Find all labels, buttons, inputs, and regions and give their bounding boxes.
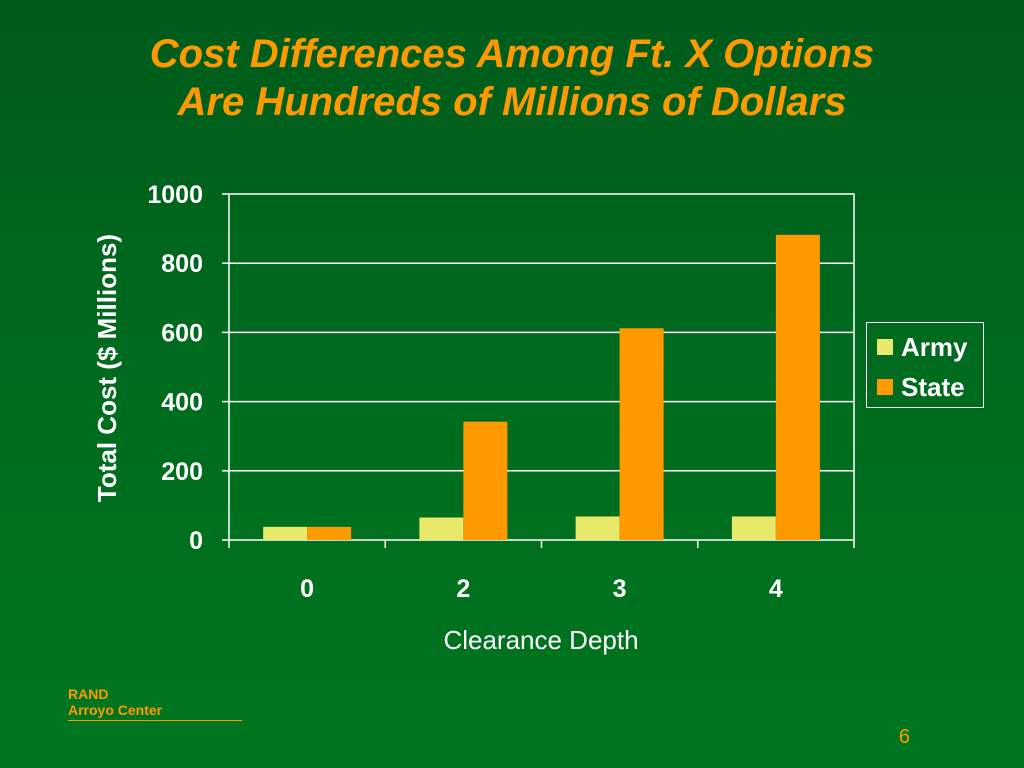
slide-title-line-2: Are Hundreds of Millions of Dollars bbox=[177, 80, 847, 124]
bar-state-4 bbox=[775, 234, 820, 540]
x-tick-label: 2 bbox=[456, 575, 470, 603]
bar-army-4 bbox=[731, 516, 776, 540]
bar-state-2 bbox=[463, 421, 508, 540]
y-tick-label: 200 bbox=[161, 458, 203, 486]
arroyo-center-logo-text: Arroyo Center bbox=[68, 702, 163, 718]
x-tick-label: 4 bbox=[769, 575, 783, 603]
slide-title-line-1: Cost Differences Among Ft. X Options bbox=[149, 32, 875, 76]
legend-label-army: Army bbox=[901, 332, 968, 362]
legend-item-state: State bbox=[877, 374, 965, 400]
y-tick-label: 800 bbox=[161, 250, 203, 278]
y-tick-label: 600 bbox=[161, 319, 203, 347]
y-axis-label: Total Cost ($ Millions) bbox=[92, 234, 122, 502]
bar-army-0 bbox=[263, 526, 308, 540]
x-axis-label: Clearance Depth bbox=[443, 625, 638, 655]
y-tick-label: 400 bbox=[161, 389, 203, 417]
bar-army-3 bbox=[575, 516, 620, 540]
x-tick-label: 3 bbox=[613, 575, 627, 603]
legend-swatch-state bbox=[877, 379, 893, 395]
bar-state-3 bbox=[619, 328, 664, 540]
page-number: 6 bbox=[898, 726, 910, 748]
x-tick-label: 0 bbox=[300, 575, 314, 603]
legend-label-state: State bbox=[901, 372, 965, 402]
bar-state-0 bbox=[307, 526, 352, 540]
plot-area bbox=[228, 193, 855, 541]
logo-underline bbox=[68, 720, 242, 721]
y-tick-label: 1000 bbox=[147, 181, 203, 209]
legend-item-army: Army bbox=[877, 334, 967, 360]
slide-title: Cost Differences Among Ft. X Options Are… bbox=[0, 30, 1024, 126]
chart-legend: Army State bbox=[866, 322, 984, 408]
rand-logo-text: RAND bbox=[68, 686, 109, 702]
rand-arroyo-logo: RAND Arroyo Center bbox=[68, 686, 242, 721]
legend-swatch-army bbox=[877, 339, 893, 355]
bar-army-2 bbox=[419, 517, 464, 540]
y-tick-label: 0 bbox=[189, 527, 203, 555]
